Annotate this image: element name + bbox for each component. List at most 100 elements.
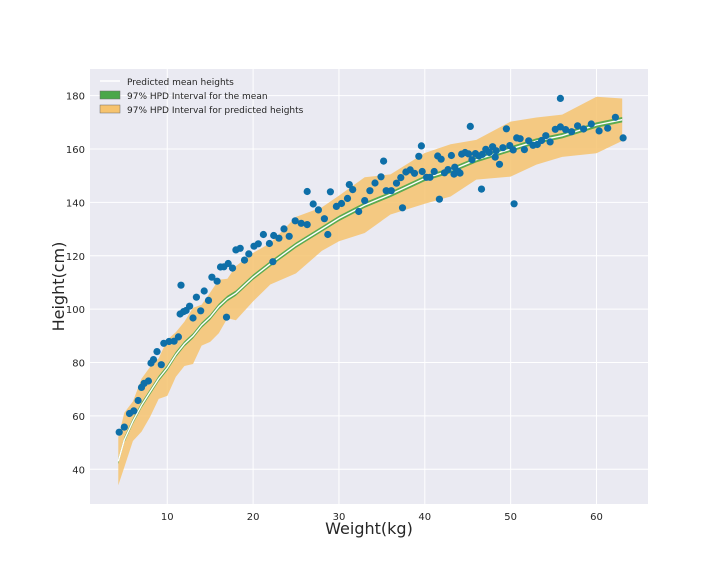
legend-label-2: 97% HPD Interval for predicted heights bbox=[127, 106, 304, 116]
data-point bbox=[174, 333, 182, 341]
y-tick-label: 60 bbox=[72, 412, 85, 423]
data-point bbox=[611, 113, 620, 121]
y-tick-label: 100 bbox=[66, 305, 85, 316]
data-point bbox=[269, 258, 277, 266]
data-point bbox=[595, 127, 603, 135]
data-point bbox=[398, 204, 407, 212]
data-point bbox=[366, 187, 374, 195]
data-point bbox=[417, 142, 425, 150]
data-point bbox=[361, 197, 369, 205]
y-tick-label: 40 bbox=[72, 465, 85, 476]
data-point bbox=[542, 132, 550, 140]
legend: Predicted mean heights 97% HPD Interval f… bbox=[99, 78, 304, 116]
y-tick-label: 120 bbox=[66, 252, 85, 263]
data-point bbox=[477, 185, 486, 193]
scatter-points bbox=[115, 94, 627, 436]
data-point bbox=[587, 120, 595, 128]
legend-swatch-1 bbox=[99, 90, 121, 100]
data-point bbox=[303, 187, 311, 196]
data-point bbox=[236, 244, 244, 252]
data-point bbox=[265, 239, 273, 248]
data-point bbox=[200, 287, 208, 295]
data-point bbox=[189, 314, 197, 322]
data-point bbox=[153, 348, 161, 356]
data-point bbox=[165, 337, 173, 346]
data-point bbox=[495, 160, 504, 168]
legend-swatch-2 bbox=[99, 104, 121, 114]
data-point bbox=[326, 188, 334, 196]
data-point bbox=[228, 264, 237, 272]
data-point bbox=[382, 187, 390, 195]
data-point bbox=[345, 181, 353, 189]
data-point bbox=[465, 150, 473, 158]
data-point bbox=[525, 137, 533, 145]
y-axis-label: Height(cm) bbox=[49, 242, 68, 332]
data-point bbox=[538, 136, 546, 145]
data-point bbox=[430, 167, 438, 176]
data-point bbox=[320, 215, 328, 223]
data-point bbox=[466, 122, 474, 130]
data-point bbox=[222, 313, 231, 321]
data-point bbox=[520, 146, 529, 154]
data-point bbox=[120, 423, 128, 431]
data-point bbox=[435, 195, 443, 203]
x-tick-label: 30 bbox=[333, 512, 346, 523]
data-point bbox=[444, 166, 452, 174]
x-tick-label: 60 bbox=[590, 512, 603, 523]
legend-label-1: 97% HPD Interval for the mean bbox=[127, 92, 268, 102]
data-point bbox=[303, 221, 311, 229]
data-point bbox=[502, 125, 510, 133]
data-point bbox=[492, 147, 500, 155]
data-point bbox=[426, 173, 434, 181]
data-point bbox=[337, 199, 346, 208]
data-point bbox=[509, 146, 517, 154]
tick-labels: 10 20 30 40 50 60 40 60 80 100 120 140 160 180 bbox=[66, 92, 603, 523]
data-point bbox=[254, 240, 262, 248]
data-point bbox=[478, 150, 486, 158]
x-tick-label: 40 bbox=[418, 512, 431, 523]
data-point bbox=[418, 167, 426, 176]
data-point bbox=[130, 407, 138, 415]
data-point bbox=[437, 155, 445, 163]
data-point bbox=[240, 256, 249, 264]
data-point bbox=[574, 122, 582, 130]
x-tick-label: 10 bbox=[161, 512, 174, 523]
data-point bbox=[491, 153, 499, 161]
data-point bbox=[144, 377, 152, 385]
data-point bbox=[516, 135, 524, 143]
data-point bbox=[134, 396, 142, 405]
data-point bbox=[546, 138, 554, 146]
data-point bbox=[450, 170, 458, 178]
data-point bbox=[197, 307, 205, 315]
data-point bbox=[157, 361, 165, 369]
data-point bbox=[343, 194, 352, 202]
data-point bbox=[213, 277, 221, 285]
data-point bbox=[314, 206, 322, 214]
data-point bbox=[186, 302, 194, 310]
data-point bbox=[568, 128, 576, 136]
data-point bbox=[309, 200, 317, 208]
data-point bbox=[410, 169, 419, 177]
data-point bbox=[208, 273, 216, 281]
data-point bbox=[285, 232, 293, 240]
y-tick-label: 140 bbox=[66, 198, 85, 209]
x-axis-label: Weight(kg) bbox=[325, 519, 413, 538]
data-point bbox=[510, 200, 518, 208]
y-tick-label: 80 bbox=[72, 359, 85, 370]
data-point bbox=[619, 134, 627, 142]
data-point bbox=[291, 217, 299, 225]
data-point bbox=[275, 234, 283, 242]
y-tick-label: 160 bbox=[66, 145, 85, 156]
x-tick-label: 20 bbox=[247, 512, 260, 523]
data-point bbox=[245, 250, 253, 258]
data-point bbox=[387, 187, 395, 195]
data-point bbox=[377, 173, 385, 181]
data-point bbox=[397, 174, 405, 182]
hpd-predicted-band bbox=[118, 96, 623, 486]
data-point bbox=[204, 296, 213, 304]
data-point bbox=[580, 125, 588, 133]
data-point bbox=[468, 156, 476, 164]
data-point bbox=[280, 225, 288, 233]
